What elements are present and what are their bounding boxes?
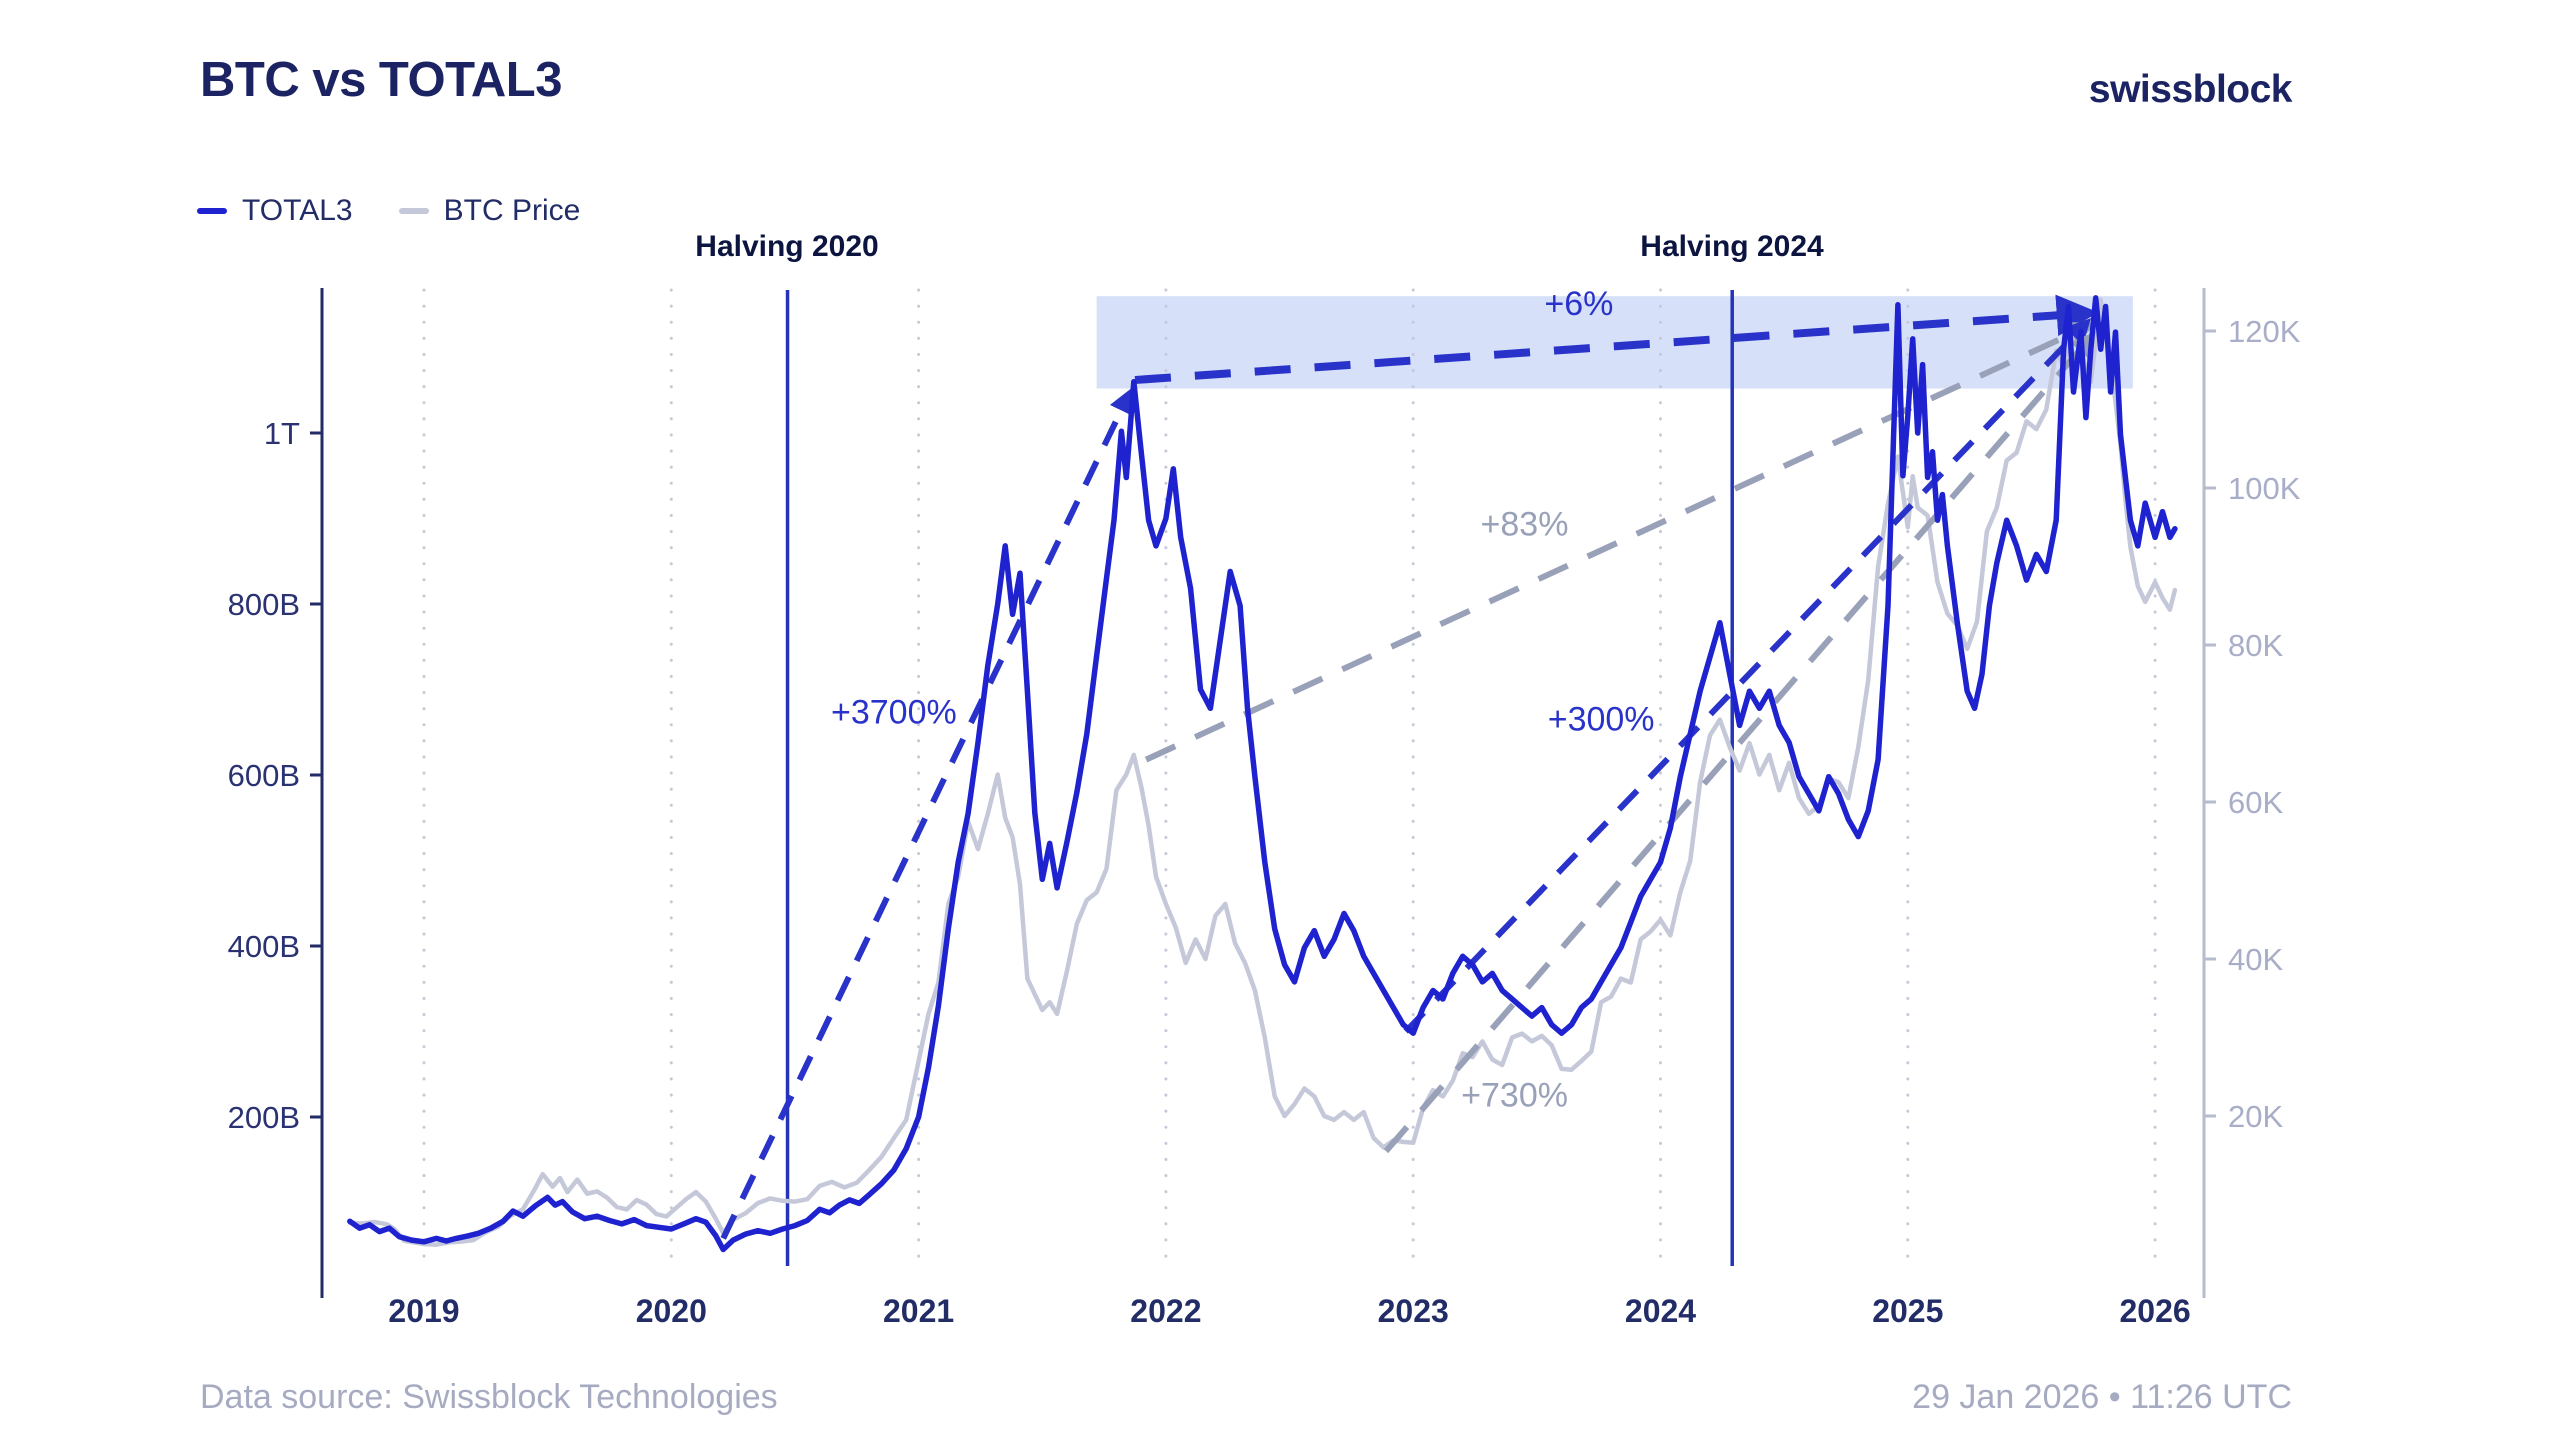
btc-price-line [347, 297, 2178, 1247]
legend-item-btc-price: BTC Price [398, 194, 581, 228]
right-tick-label: 120K [2228, 314, 2301, 349]
legend-label-btc-price: BTC Price [443, 194, 581, 227]
x-tick-label: 2022 [1130, 1293, 1201, 1329]
btc-price-swatch-icon [398, 208, 429, 214]
annotation-label: +300% [1548, 701, 1655, 739]
left-tick-label: 600B [228, 758, 300, 793]
legend: TOTAL3 BTC Price [197, 194, 580, 228]
left-tick-label: 200B [228, 1100, 300, 1135]
right-tick-label: 60K [2228, 785, 2283, 820]
x-tick-label: 2019 [388, 1293, 459, 1329]
left-tick-label: 1T [264, 416, 300, 451]
legend-item-total3: TOTAL3 [197, 194, 353, 228]
data-source-note: Data source: Swissblock Technologies [200, 1378, 778, 1416]
halving-2020-label: Halving 2020 [695, 230, 879, 263]
x-tick-label: 2023 [1378, 1293, 1449, 1329]
x-tick-label: 2020 [636, 1293, 707, 1329]
left-tick-label: 800B [228, 587, 300, 622]
right-tick-label: 80K [2228, 628, 2283, 663]
x-tick-label: 2024 [1625, 1293, 1696, 1329]
page-title: BTC vs TOTAL3 [200, 53, 562, 107]
x-tick-label: 2021 [883, 1293, 954, 1329]
legend-label-total3: TOTAL3 [242, 194, 353, 227]
total3-swatch-icon [197, 208, 227, 214]
annotation-label: +83% [1481, 506, 1569, 544]
annotation-arrow [1383, 331, 2096, 1154]
right-tick-label: 100K [2228, 471, 2301, 506]
right-tick-label: 40K [2228, 942, 2283, 977]
annotation-label: +6% [1544, 285, 1613, 323]
swissblock-logo: swissblock [2088, 68, 2293, 111]
annotation-label: +730% [1461, 1077, 1568, 1115]
annotation-arrow [1144, 322, 2096, 763]
halving-2024-label: Halving 2024 [1640, 230, 1824, 263]
annotation-arrow [720, 387, 1133, 1240]
left-tick-label: 400B [228, 929, 300, 964]
x-tick-label: 2025 [1872, 1293, 1943, 1329]
timestamp: 29 Jan 2026 • 11:26 UTC [1912, 1378, 2292, 1416]
annotation-arrow [1403, 318, 2092, 1034]
x-tick-label: 2026 [2120, 1293, 2191, 1329]
annotation-label: +3700% [831, 694, 957, 732]
total3-line [347, 295, 2178, 1253]
annotation-arrow [1134, 294, 2099, 384]
right-tick-label: 20K [2228, 1099, 2283, 1134]
